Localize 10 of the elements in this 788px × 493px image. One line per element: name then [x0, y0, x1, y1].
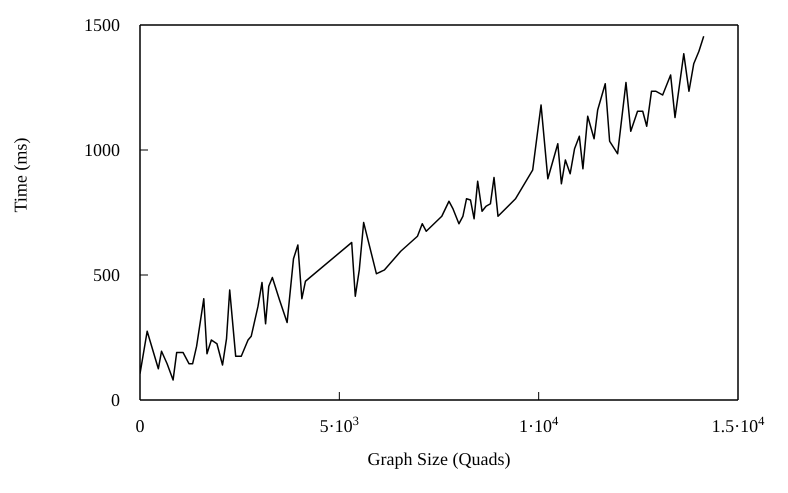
- y-tick-label: 1000: [84, 140, 120, 160]
- y-tick-label: 500: [93, 265, 120, 285]
- x-tick-label: 5·10$^{3}$: [320, 414, 359, 436]
- x-tick-label: 1.5·10$^{4}$: [712, 414, 766, 436]
- y-tick-label: 0: [111, 390, 120, 410]
- x-axis-title: Graph Size (Quads): [368, 449, 510, 469]
- y-axis-title: Time (ms): [10, 138, 30, 212]
- y-tick-label: 1500: [84, 15, 120, 35]
- x-tick-label: 1·10$^{4}$: [519, 414, 560, 436]
- x-tick-label: 0: [136, 416, 144, 436]
